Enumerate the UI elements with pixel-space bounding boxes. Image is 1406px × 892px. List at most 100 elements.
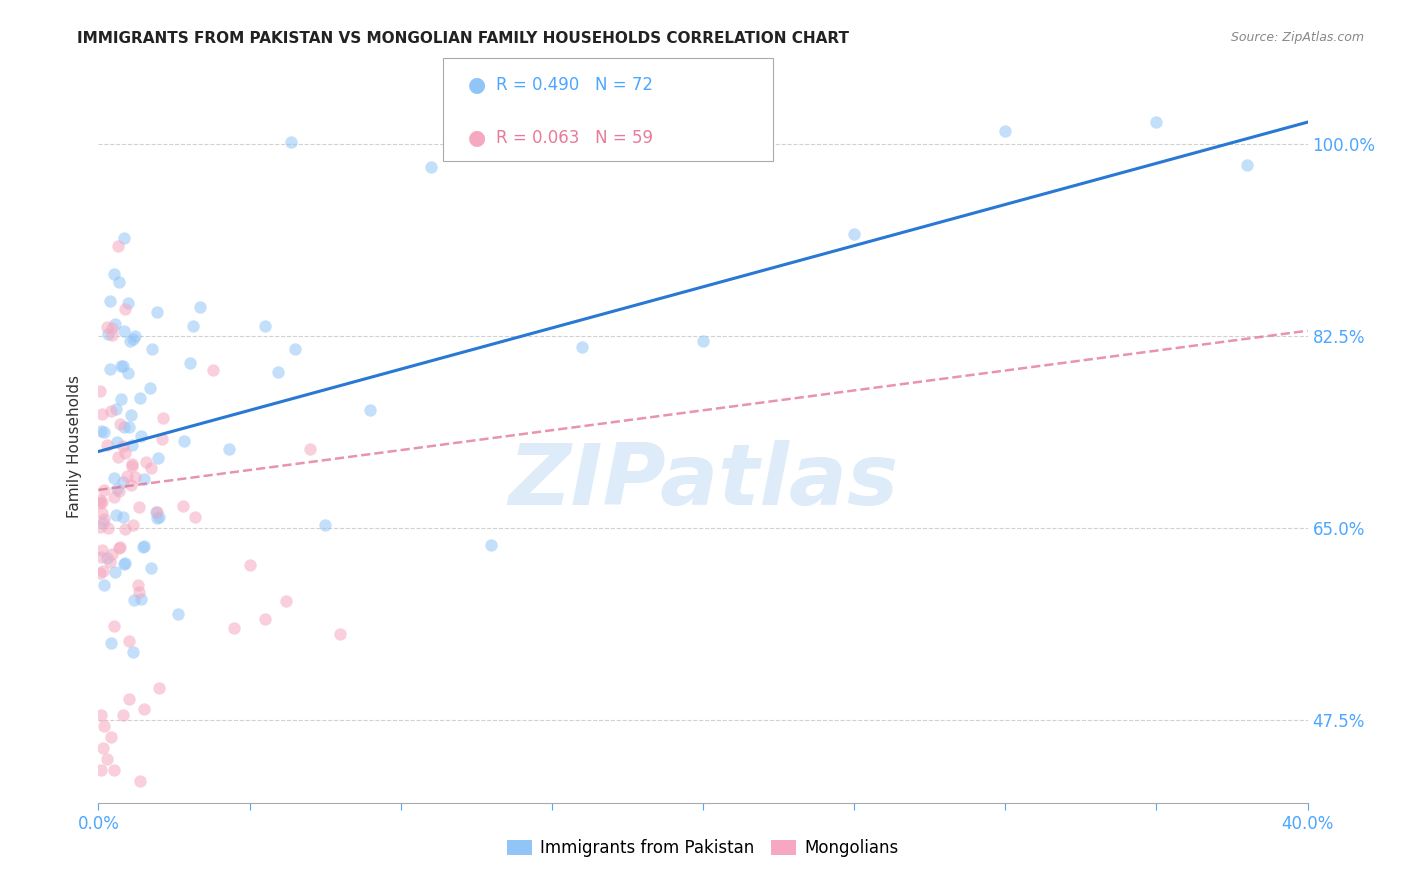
Point: [96, 550, 118, 565]
Point: [100, 547, 122, 561]
Point: [1236, 158, 1258, 172]
Point: [146, 511, 169, 525]
Point: [91, 740, 114, 755]
Point: [107, 482, 129, 496]
Point: [107, 450, 129, 464]
Point: [111, 708, 134, 723]
Point: [122, 593, 145, 607]
Point: [100, 404, 122, 418]
Text: Source: ZipAtlas.com: Source: ZipAtlas.com: [1230, 31, 1364, 45]
Point: [329, 627, 352, 641]
Point: [107, 238, 129, 252]
Point: [172, 499, 194, 513]
Point: [115, 469, 138, 483]
Point: [100, 636, 122, 650]
Point: [118, 634, 141, 648]
Point: [118, 420, 141, 434]
Point: [108, 417, 131, 431]
Point: [166, 607, 188, 621]
Point: [135, 455, 157, 469]
Point: [299, 442, 322, 456]
Point: [202, 363, 225, 377]
Point: [120, 408, 142, 422]
Point: [132, 540, 155, 554]
Point: [121, 332, 143, 346]
Point: [112, 231, 135, 245]
Point: [98, 555, 121, 569]
Point: [179, 356, 201, 370]
Point: [104, 565, 127, 579]
Point: [90, 407, 112, 421]
Point: [90, 549, 112, 564]
Point: [481, 537, 503, 551]
Point: [112, 558, 135, 572]
Point: [280, 136, 302, 150]
Point: [121, 645, 143, 659]
Point: [284, 342, 307, 356]
Point: [90, 494, 112, 508]
Point: [103, 267, 125, 281]
Point: [98, 361, 121, 376]
Point: [360, 403, 382, 417]
Point: [145, 505, 167, 519]
Point: [128, 585, 150, 599]
Point: [112, 359, 135, 373]
Point: [188, 301, 211, 315]
Point: [103, 763, 125, 777]
Point: [93, 425, 115, 439]
Point: [132, 472, 155, 486]
Point: [148, 681, 170, 695]
Point: [145, 505, 167, 519]
Point: [89, 384, 111, 399]
Point: [224, 621, 246, 635]
Point: [104, 317, 127, 331]
Point: [127, 578, 149, 592]
Text: IMMIGRANTS FROM PAKISTAN VS MONGOLIAN FAMILY HOUSEHOLDS CORRELATION CHART: IMMIGRANTS FROM PAKISTAN VS MONGOLIAN FA…: [77, 31, 849, 46]
Point: [89, 566, 111, 581]
Point: [120, 478, 142, 492]
Text: R = 0.490   N = 72: R = 0.490 N = 72: [496, 76, 654, 94]
Point: [239, 558, 262, 573]
Point: [96, 437, 118, 451]
Point: [96, 327, 118, 342]
Point: [152, 410, 174, 425]
Point: [111, 439, 134, 453]
Point: [105, 508, 128, 522]
Point: [129, 391, 152, 405]
Point: [93, 577, 115, 591]
Point: [121, 457, 143, 471]
Point: [139, 561, 162, 575]
Point: [121, 438, 143, 452]
Point: [420, 161, 443, 175]
Point: [110, 392, 132, 406]
Point: [692, 334, 714, 349]
Point: [89, 520, 111, 534]
Point: [129, 773, 152, 788]
Point: [90, 543, 112, 558]
Point: [146, 451, 169, 466]
Point: [89, 496, 111, 510]
Point: [96, 320, 118, 334]
Point: [107, 434, 129, 449]
Point: [107, 275, 129, 289]
Point: [91, 516, 114, 530]
Text: R = 0.063   N = 59: R = 0.063 N = 59: [496, 129, 654, 147]
Point: [103, 619, 125, 633]
Point: [253, 612, 276, 626]
Y-axis label: Family Households: Family Households: [67, 375, 83, 517]
Point: [101, 321, 124, 335]
Point: [266, 365, 288, 379]
Point: [184, 510, 207, 524]
Text: ●: ●: [468, 75, 486, 95]
Point: [128, 500, 150, 515]
Point: [131, 429, 153, 443]
Point: [108, 541, 131, 555]
Legend: Immigrants from Pakistan, Mongolians: Immigrants from Pakistan, Mongolians: [499, 831, 907, 866]
Point: [90, 424, 112, 438]
Point: [218, 442, 240, 456]
Point: [141, 460, 163, 475]
Point: [117, 366, 139, 380]
Point: [118, 334, 141, 348]
Point: [110, 359, 132, 373]
Point: [121, 458, 143, 473]
